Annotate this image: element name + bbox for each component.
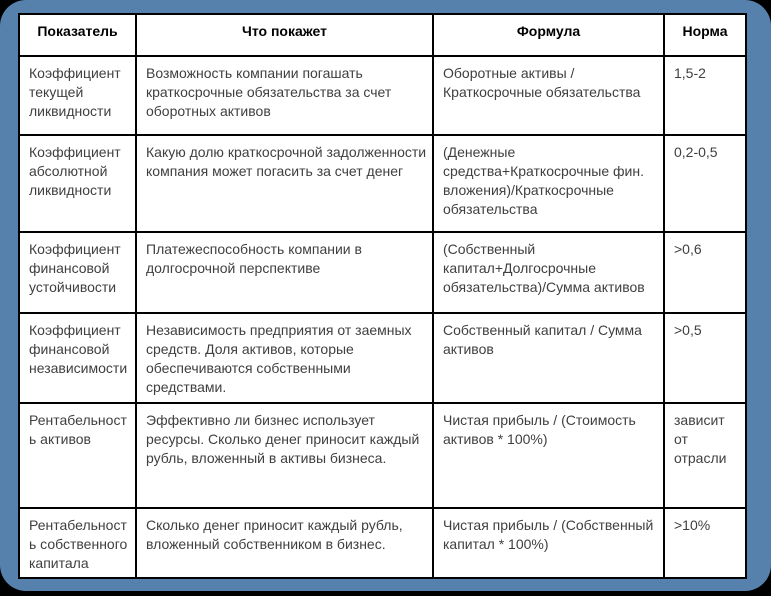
table-row: Рентабельность собственного капитала Ско… <box>18 507 747 579</box>
table-row: Коэффициент абсолютной ликвидности Какую… <box>18 134 747 233</box>
formula-cell: (Денежные средства+Краткосрочные фин. вл… <box>432 134 665 233</box>
description-cell: Сколько денег приносит каждый рубль, вло… <box>135 507 434 579</box>
formula-cell: Собственный капитал / Сумма активов <box>432 312 665 404</box>
table-row: Коэффициент финансовой независимости Нез… <box>18 312 747 404</box>
norm-cell: 0,2-0,5 <box>663 134 747 233</box>
header-shows: Что покажет <box>135 13 434 57</box>
description-cell: Возможность компании погашать краткосроч… <box>135 55 434 136</box>
indicator-cell: Рентабельность собственного капитала <box>18 507 137 579</box>
norm-cell: >0,6 <box>663 231 747 314</box>
description-cell: Какую долю краткосрочной задолженности к… <box>135 134 434 233</box>
table-row: Коэффициент текущей ликвидности Возможно… <box>18 55 747 136</box>
formula-cell: Чистая прибыль / (Стоимость активов * 10… <box>432 402 665 509</box>
description-cell: Независимость предприятия от заемных сре… <box>135 312 434 404</box>
header-norm: Норма <box>663 13 747 57</box>
indicator-cell: Коэффициент финансовой устойчивости <box>18 231 137 314</box>
description-cell: Платежеспособность компании в долгосрочн… <box>135 231 434 314</box>
indicator-cell: Коэффициент абсолютной ликвидности <box>18 134 137 233</box>
norm-cell: 1,5-2 <box>663 55 747 136</box>
description-cell: Эффективно ли бизнес использует ресурсы.… <box>135 402 434 509</box>
formula-cell: (Собственный капитал+Долгосрочные обязат… <box>432 231 665 314</box>
financial-ratios-table: Показатель Что покажет Формула Норма Коэ… <box>18 13 747 579</box>
formula-cell: Чистая прибыль / (Собственный капитал * … <box>432 507 665 579</box>
norm-cell: зависит от отрасли <box>663 402 747 509</box>
norm-cell: >10% <box>663 507 747 579</box>
indicator-cell: Рентабельность активов <box>18 402 137 509</box>
header-formula: Формула <box>432 13 665 57</box>
indicator-cell: Коэффициент финансовой независимости <box>18 312 137 404</box>
indicator-cell: Коэффициент текущей ликвидности <box>18 55 137 136</box>
header-row: Показатель Что покажет Формула Норма <box>18 13 747 57</box>
table-row: Коэффициент финансовой устойчивости Плат… <box>18 231 747 314</box>
formula-cell: Оборотные активы / Краткосрочные обязате… <box>432 55 665 136</box>
table-row: Рентабельность активов Эффективно ли биз… <box>18 402 747 509</box>
header-indicator: Показатель <box>18 13 137 57</box>
norm-cell: >0,5 <box>663 312 747 404</box>
